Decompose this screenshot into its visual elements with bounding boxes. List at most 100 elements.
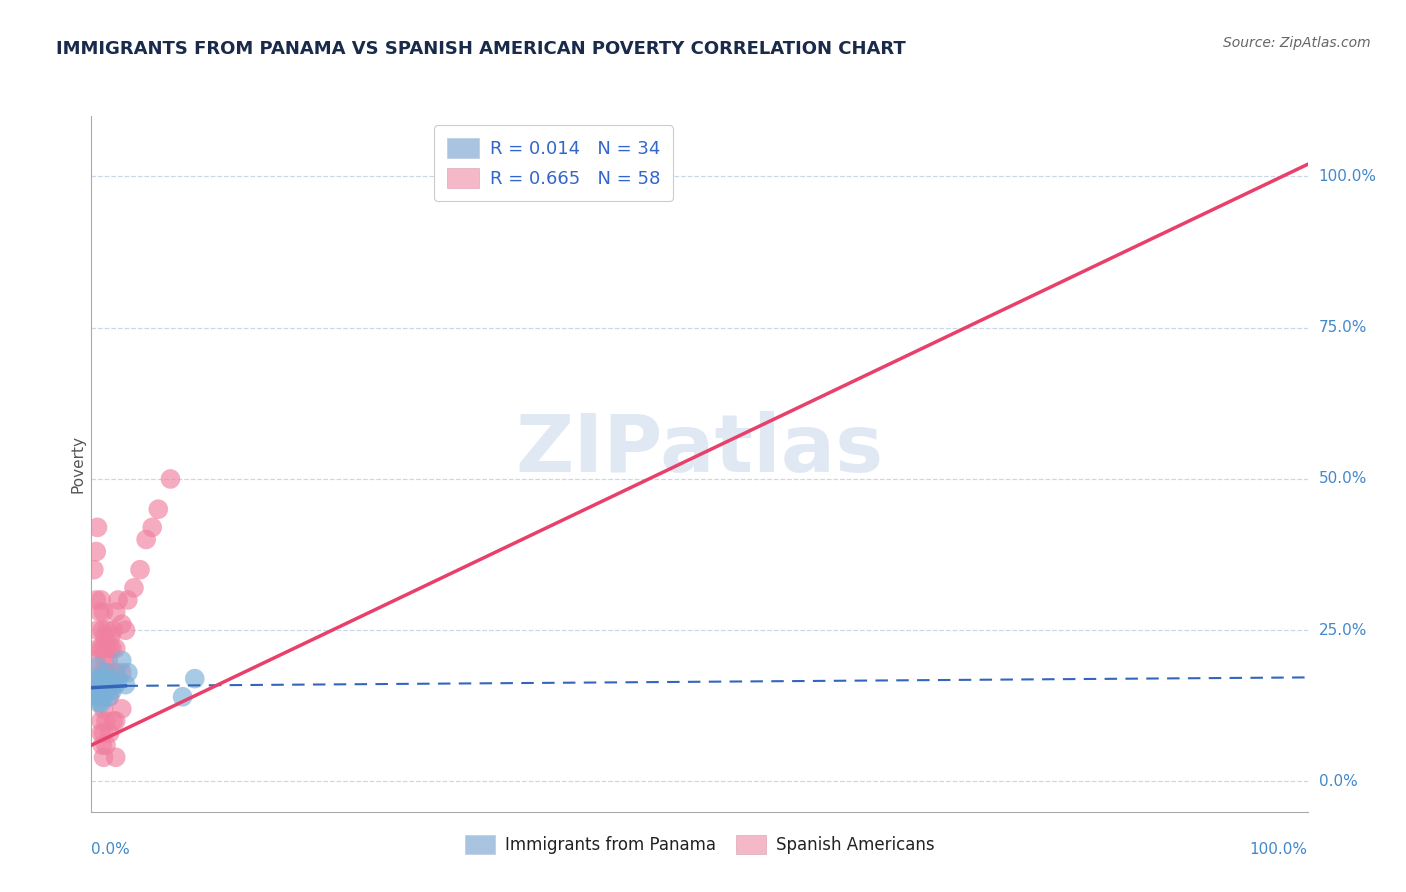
Point xyxy=(89,690,111,704)
Text: 25.0%: 25.0% xyxy=(1319,623,1367,638)
Point xyxy=(91,672,114,686)
Point xyxy=(90,696,112,710)
Point xyxy=(98,641,121,656)
Point xyxy=(83,563,105,577)
Point xyxy=(98,690,121,704)
Point xyxy=(103,678,125,692)
Point xyxy=(135,533,157,547)
Point xyxy=(94,672,117,686)
Point xyxy=(86,624,108,638)
Point xyxy=(86,690,108,704)
Point xyxy=(84,653,107,667)
Point xyxy=(90,678,112,692)
Text: 100.0%: 100.0% xyxy=(1319,169,1376,184)
Point xyxy=(91,738,114,752)
Point xyxy=(90,593,112,607)
Point xyxy=(86,683,108,698)
Point xyxy=(91,690,114,704)
Point xyxy=(93,641,115,656)
Point xyxy=(98,726,121,740)
Point xyxy=(101,641,124,656)
Point xyxy=(184,672,207,686)
Point xyxy=(98,678,121,692)
Point xyxy=(129,563,152,577)
Point xyxy=(93,605,115,619)
Point xyxy=(104,678,127,692)
Point xyxy=(101,683,124,698)
Point xyxy=(93,726,115,740)
Point xyxy=(94,653,117,667)
Point xyxy=(107,593,129,607)
Text: 0.0%: 0.0% xyxy=(1319,774,1357,789)
Point xyxy=(86,672,108,686)
Y-axis label: Poverty: Poverty xyxy=(70,434,86,493)
Point xyxy=(93,750,115,764)
Point xyxy=(84,544,107,558)
Point xyxy=(89,678,111,692)
Point xyxy=(96,624,118,638)
Point xyxy=(89,678,111,692)
Point xyxy=(114,678,136,692)
Point xyxy=(87,641,110,656)
Point xyxy=(91,665,114,680)
Text: 50.0%: 50.0% xyxy=(1319,472,1367,486)
Point xyxy=(91,624,114,638)
Point xyxy=(90,714,112,728)
Point xyxy=(104,714,127,728)
Point xyxy=(122,581,145,595)
Point xyxy=(94,738,117,752)
Point xyxy=(103,624,125,638)
Point xyxy=(103,714,125,728)
Point xyxy=(159,472,181,486)
Point xyxy=(172,690,194,704)
Text: 75.0%: 75.0% xyxy=(1319,320,1367,335)
Point xyxy=(90,641,112,656)
Point xyxy=(97,690,120,704)
Point xyxy=(94,641,117,656)
Text: 0.0%: 0.0% xyxy=(91,842,131,857)
Point xyxy=(86,659,108,673)
Point xyxy=(93,678,115,692)
Point xyxy=(111,665,134,680)
Point xyxy=(96,665,118,680)
Point xyxy=(111,617,134,632)
Point xyxy=(94,678,117,692)
Point xyxy=(84,593,107,607)
Point xyxy=(94,665,117,680)
Point xyxy=(104,665,127,680)
Point xyxy=(90,678,112,692)
Point xyxy=(104,641,127,656)
Point xyxy=(93,702,115,716)
Text: 100.0%: 100.0% xyxy=(1250,842,1308,857)
Point xyxy=(93,690,115,704)
Text: IMMIGRANTS FROM PANAMA VS SPANISH AMERICAN POVERTY CORRELATION CHART: IMMIGRANTS FROM PANAMA VS SPANISH AMERIC… xyxy=(56,40,905,58)
Point xyxy=(111,653,134,667)
Point xyxy=(93,672,115,686)
Point xyxy=(91,683,114,698)
Point xyxy=(94,714,117,728)
Legend: Immigrants from Panama, Spanish Americans: Immigrants from Panama, Spanish American… xyxy=(457,827,942,863)
Point xyxy=(104,605,127,619)
Point xyxy=(114,624,136,638)
Point xyxy=(100,672,122,686)
Point xyxy=(97,653,120,667)
Point xyxy=(104,750,127,764)
Point xyxy=(87,696,110,710)
Point xyxy=(107,672,129,686)
Point xyxy=(89,605,111,619)
Point xyxy=(93,683,115,698)
Point xyxy=(141,520,163,534)
Point xyxy=(100,629,122,643)
Point xyxy=(86,678,108,692)
Point xyxy=(117,665,139,680)
Point xyxy=(117,593,139,607)
Point xyxy=(148,502,170,516)
Point xyxy=(86,690,108,704)
Point xyxy=(90,726,112,740)
Text: Source: ZipAtlas.com: Source: ZipAtlas.com xyxy=(1223,36,1371,50)
Point xyxy=(87,683,110,698)
Point xyxy=(86,520,108,534)
Point xyxy=(98,672,121,686)
Point xyxy=(111,702,134,716)
Point xyxy=(94,629,117,643)
